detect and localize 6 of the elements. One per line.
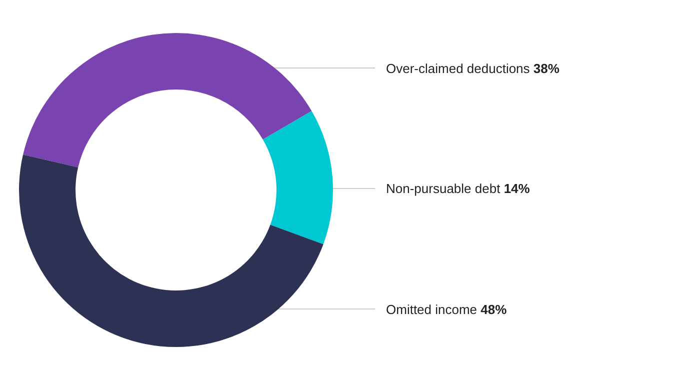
slice-label: Over-claimed deductions — [386, 61, 530, 76]
data-label: 38% — [533, 61, 560, 76]
slice-label: Omitted income — [386, 302, 478, 317]
slice-label: Non-pursuable debt — [386, 181, 500, 196]
data-label: 48% — [480, 302, 508, 317]
data-label: 14% — [504, 181, 530, 196]
